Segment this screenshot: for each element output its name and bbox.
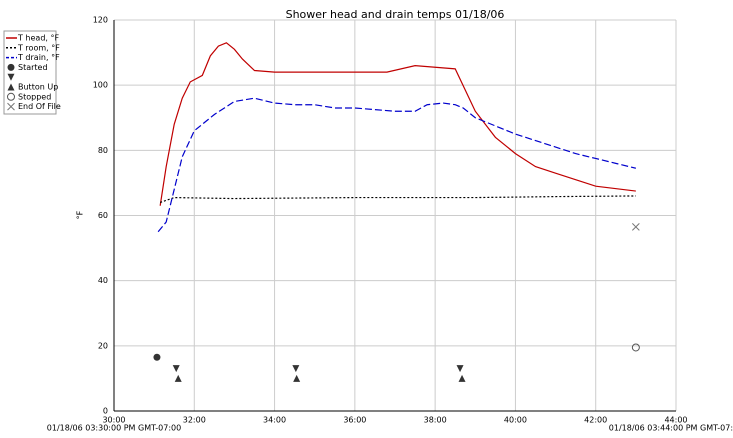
y-tick-label: 20 (98, 341, 108, 350)
y-tick-label: 60 (98, 211, 108, 220)
legend-label: T room, °F (17, 43, 60, 52)
event-marker (632, 223, 640, 231)
x-tick-label: 32:00 (183, 416, 206, 425)
event-marker (631, 343, 640, 352)
legend-label: End Of File (18, 102, 61, 111)
data-line (159, 195, 636, 204)
x-range-label: 01/18/06 03:44:00 PM GMT-07:00 (609, 424, 733, 433)
chart-title: Shower head and drain temps 01/18/06 (286, 8, 505, 21)
event-marker (174, 374, 182, 382)
legend-label: T drain, °F (17, 53, 60, 62)
x-tick-label: 44:00 (664, 416, 687, 425)
event-marker (292, 365, 300, 373)
x-tick-label: 40:00 (504, 416, 527, 425)
legend-label: Stopped (18, 92, 51, 101)
y-tick-label: 40 (98, 276, 108, 285)
legend-label: T head, °F (17, 34, 59, 43)
legend-symbol (7, 102, 15, 111)
y-tick-label: 80 (98, 146, 108, 155)
x-range-label: 01/18/06 03:30:00 PM GMT-07:00 (47, 424, 181, 433)
x-tick-label: 36:00 (343, 416, 366, 425)
legend-label: Button Up (18, 83, 58, 92)
x-tick-label: 34:00 (263, 416, 286, 425)
y-tick-label: 120 (93, 16, 108, 25)
y-tick-label: 0 (103, 407, 108, 416)
legend-symbol (7, 73, 15, 81)
x-tick-label: 42:00 (584, 416, 607, 425)
legend-symbol (7, 63, 15, 71)
x-tick-label: 38:00 (424, 416, 447, 425)
x-tick-label: 30:00 (102, 416, 125, 425)
y-axis-label: °F (76, 210, 85, 219)
data-line (159, 42, 636, 206)
event-marker (458, 374, 466, 382)
y-tick-label: 100 (93, 81, 108, 90)
event-marker (153, 353, 161, 361)
event-marker (456, 365, 464, 373)
legend-symbol (7, 92, 15, 101)
legend-label: Started (18, 63, 48, 72)
event-marker (293, 374, 301, 382)
legend-symbol (7, 83, 15, 91)
event-marker (172, 365, 180, 373)
data-line (157, 97, 636, 233)
